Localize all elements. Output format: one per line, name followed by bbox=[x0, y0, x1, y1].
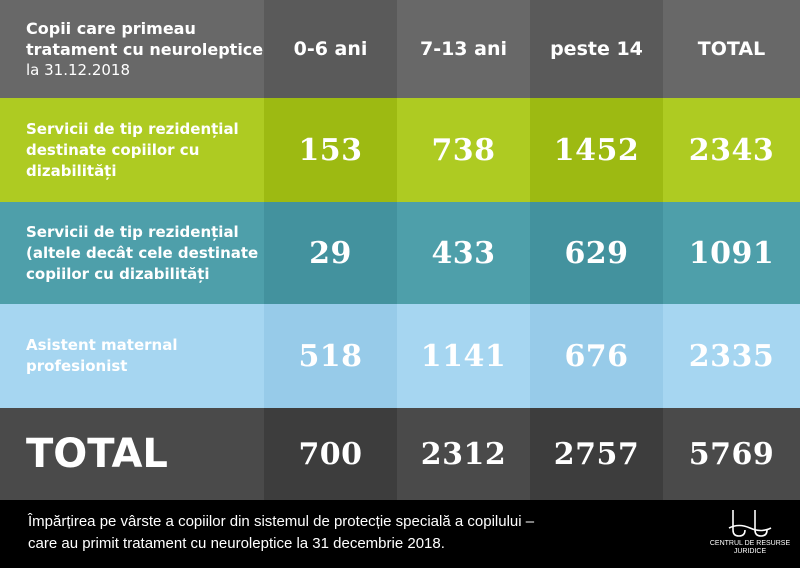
row-label: Servicii de tip rezidențial destinate co… bbox=[26, 119, 239, 182]
row-residential-other: Servicii de tip rezidențial (altele decâ… bbox=[0, 202, 800, 304]
total-label-cell: TOTAL bbox=[0, 408, 264, 500]
value-cell: 629 bbox=[530, 202, 663, 304]
logo-text-line-2: JURIDICE bbox=[733, 548, 767, 555]
total-value-cell: 5769 bbox=[663, 408, 800, 500]
row-label: Asistent maternal profesionist bbox=[26, 335, 177, 377]
value-cell: 2335 bbox=[663, 304, 800, 408]
total-value-cell: 2757 bbox=[530, 408, 663, 500]
header-row: Copii care primeau tratament cu neurolep… bbox=[0, 0, 800, 98]
value-cell: 29 bbox=[264, 202, 397, 304]
neuroleptics-table: Copii care primeau tratament cu neurolep… bbox=[0, 0, 800, 500]
value-cell: 2343 bbox=[663, 98, 800, 202]
row-foster-care: Asistent maternal profesionist 518 1141 … bbox=[0, 304, 800, 408]
row-label-line: Asistent maternal bbox=[26, 336, 178, 354]
value-cell: 676 bbox=[530, 304, 663, 408]
value-cell: 433 bbox=[397, 202, 530, 304]
caption-line-2: care au primit tratament cu neuroleptice… bbox=[28, 535, 445, 552]
row-residential-disabilities: Servicii de tip rezidențial destinate co… bbox=[0, 98, 800, 202]
logo-text-line-1: CENTRUL DE RESURSE bbox=[709, 540, 791, 547]
column-header-over-14: peste 14 bbox=[530, 0, 663, 98]
total-row: TOTAL 700 2312 2757 5769 bbox=[0, 408, 800, 500]
scales-logo-icon bbox=[728, 510, 772, 537]
total-value-cell: 700 bbox=[264, 408, 397, 500]
value-cell: 153 bbox=[264, 98, 397, 202]
row-label-cell: Asistent maternal profesionist bbox=[0, 304, 264, 408]
value-cell: 738 bbox=[397, 98, 530, 202]
column-header-7-13: 7-13 ani bbox=[397, 0, 530, 98]
caption: Împărțirea pe vârste a copiilor din sist… bbox=[28, 511, 668, 555]
row-label-line: (altele decât cele destinate bbox=[26, 243, 259, 262]
footer: Împărțirea pe vârste a copiilor din sist… bbox=[0, 500, 800, 568]
value-cell: 1091 bbox=[663, 202, 800, 304]
row-label-line: destinate copiilor cu bbox=[26, 140, 200, 159]
table-subtitle: la 31.12.2018 bbox=[26, 60, 131, 79]
row-label-line: Servicii de tip rezidențial bbox=[26, 119, 239, 138]
total-label: TOTAL bbox=[26, 431, 168, 477]
table-title-line-2: tratament cu neuroleptice bbox=[26, 39, 264, 59]
value-cell: 1141 bbox=[397, 304, 530, 408]
row-label-line: dizabilități bbox=[26, 161, 117, 180]
row-label-line: copiilor cu dizabilități bbox=[26, 264, 210, 283]
value-cell: 518 bbox=[264, 304, 397, 408]
header-title-cell: Copii care primeau tratament cu neurolep… bbox=[0, 0, 264, 98]
row-label-cell: Servicii de tip rezidențial (altele decâ… bbox=[0, 202, 264, 304]
caption-line-1: Împărțirea pe vârste a copiilor din sist… bbox=[28, 513, 535, 530]
crj-logo: CENTRUL DE RESURSE JURIDICE bbox=[708, 506, 792, 564]
column-header-0-6: 0-6 ani bbox=[264, 0, 397, 98]
row-label-cell: Servicii de tip rezidențial destinate co… bbox=[0, 98, 264, 202]
row-label-line: profesionist bbox=[26, 357, 128, 375]
total-value-cell: 2312 bbox=[397, 408, 530, 500]
value-cell: 1452 bbox=[530, 98, 663, 202]
column-header-total: TOTAL bbox=[663, 0, 800, 98]
row-label: Servicii de tip rezidențial (altele decâ… bbox=[26, 222, 258, 285]
row-label-line: Servicii de tip rezidențial bbox=[26, 222, 239, 241]
table-title-line-1: Copii care primeau bbox=[26, 18, 196, 38]
